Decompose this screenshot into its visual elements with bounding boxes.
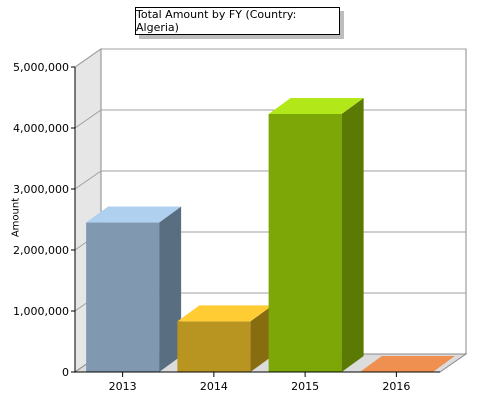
bar-side xyxy=(250,305,273,372)
y-tick-label: 3,000,000 xyxy=(13,183,69,196)
bar-top xyxy=(359,356,455,372)
y-tick-label: 4,000,000 xyxy=(13,122,69,135)
chart-title: Total Amount by FY (Country: Algeria) xyxy=(135,7,340,35)
bar-front xyxy=(177,321,251,372)
bar-top xyxy=(177,305,273,322)
bars xyxy=(86,97,455,372)
bar-side xyxy=(341,97,364,372)
bar-top xyxy=(268,97,364,114)
y-tick-label: 0 xyxy=(62,366,69,379)
y-axis-label: Amount xyxy=(10,197,22,238)
grid-line xyxy=(74,48,466,68)
bar-top xyxy=(86,206,182,223)
y-tick-label: 5,000,000 xyxy=(13,61,69,74)
bar-2013 xyxy=(86,206,182,372)
y-axis-ticks: 0 1,000,000 2,000,000 3,000,000 4,000,000 5,0… xyxy=(13,61,76,379)
x-tick-label-2015: 2015 xyxy=(291,380,319,393)
bar-side xyxy=(159,206,182,372)
bar-front xyxy=(268,113,342,372)
bar-front xyxy=(86,222,160,372)
x-tick-label-2016: 2016 xyxy=(382,380,410,393)
bar-2016 xyxy=(359,356,455,372)
bar-2014 xyxy=(177,305,273,372)
x-axis-ticks: 2013 2014 2015 2016 xyxy=(75,371,440,393)
x-tick-label-2014: 2014 xyxy=(200,380,228,393)
y-tick-label: 2,000,000 xyxy=(13,244,69,257)
x-tick-label-2013: 2013 xyxy=(109,380,137,393)
bar-2015 xyxy=(268,97,364,372)
y-tick-label: 1,000,000 xyxy=(13,305,69,318)
